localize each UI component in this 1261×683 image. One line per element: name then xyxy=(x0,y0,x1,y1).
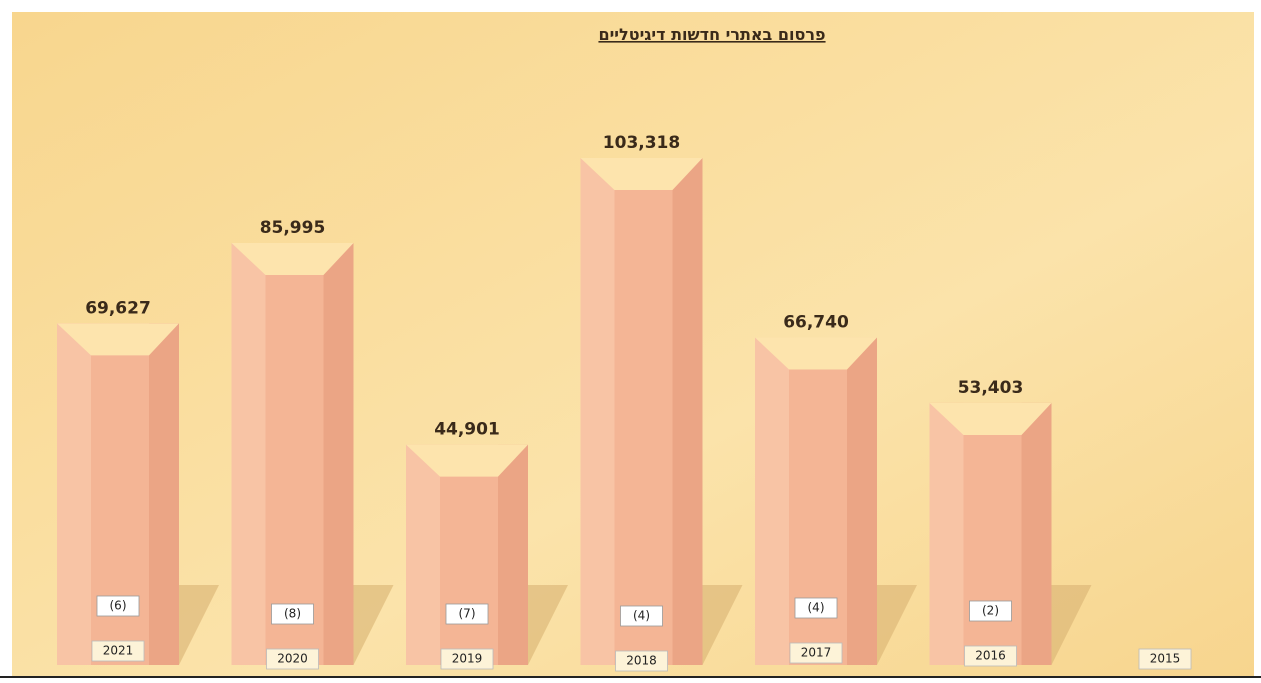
year-box xyxy=(964,645,1017,667)
count-label: (8) xyxy=(284,607,301,621)
count-box xyxy=(445,603,489,625)
year-box xyxy=(615,650,668,672)
x-tick-label: 2015 xyxy=(1150,652,1181,666)
year-box xyxy=(1138,648,1192,670)
bar-left-face xyxy=(929,402,964,665)
bar-left-face xyxy=(580,158,615,665)
count-box xyxy=(794,597,838,619)
bar-right-face xyxy=(323,243,354,665)
value-label: 103,318 xyxy=(603,133,680,153)
count-box xyxy=(620,605,663,627)
count-box xyxy=(969,600,1012,622)
count-label: (7) xyxy=(459,607,476,621)
bar-left-face xyxy=(57,323,91,665)
x-tick-label: 2020 xyxy=(277,652,308,666)
bar-right-face xyxy=(498,444,528,665)
bar-top xyxy=(755,337,877,370)
year-box xyxy=(440,648,494,670)
bar-left-face xyxy=(755,337,789,665)
value-label: 85,995 xyxy=(260,218,326,238)
bar-right-face xyxy=(1021,402,1052,665)
bar-left-face xyxy=(406,444,440,665)
chart-title: פרסום באתרי חדשות דיגיטליים xyxy=(598,25,825,44)
year-box xyxy=(266,648,319,670)
count-label: (6) xyxy=(110,599,127,613)
count-label: (2) xyxy=(982,604,999,618)
x-tick-label: 2019 xyxy=(452,652,483,666)
bar-right-face xyxy=(847,337,877,665)
x-tick-label: 2021 xyxy=(103,644,134,658)
count-box xyxy=(271,603,314,625)
bar-left-face xyxy=(231,243,266,665)
x-tick-label: 2017 xyxy=(801,646,832,660)
value-label: 53,403 xyxy=(958,378,1024,398)
year-box xyxy=(789,642,843,664)
value-label: 66,740 xyxy=(783,312,849,332)
x-tick-label: 2018 xyxy=(626,654,657,668)
count-label: (4) xyxy=(808,601,825,615)
count-box xyxy=(96,595,140,617)
bar-top xyxy=(406,444,528,477)
value-label: 44,901 xyxy=(434,420,500,440)
count-label: (4) xyxy=(633,609,650,623)
bar-right-face xyxy=(149,323,179,665)
bar-top xyxy=(57,323,179,356)
bar-top xyxy=(231,243,354,276)
bar-top xyxy=(929,402,1052,435)
x-tick-label: 2016 xyxy=(975,649,1006,663)
year-box xyxy=(91,640,145,662)
bar-right-face xyxy=(672,158,703,665)
value-label: 69,627 xyxy=(85,298,151,318)
bar-top xyxy=(580,158,703,190)
